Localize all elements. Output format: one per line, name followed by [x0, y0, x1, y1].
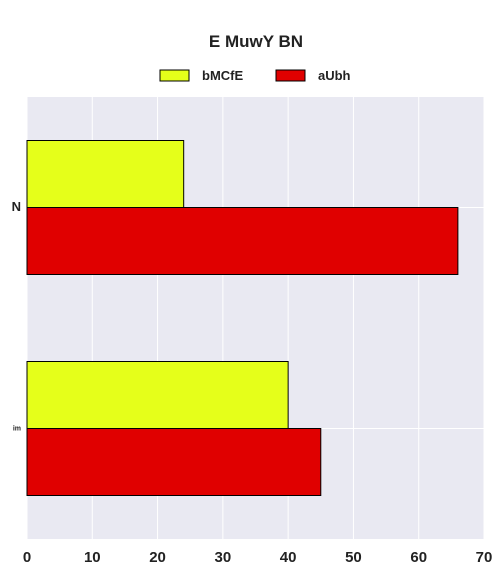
x-tick-label: 50	[345, 549, 362, 566]
x-tick-label: 60	[410, 549, 427, 566]
x-tick-label: 0	[23, 549, 31, 566]
legend-label-aubh: aUbh	[318, 68, 351, 83]
x-tick-label: 70	[476, 549, 493, 566]
bar-aubh-im	[26, 428, 322, 496]
y-axis-ticks: Nim	[12, 199, 21, 432]
x-tick-label: 30	[215, 549, 232, 566]
chart-title: E MuwY BN	[209, 32, 303, 51]
bar-bmcfe-n	[26, 140, 185, 208]
x-tick-label: 20	[149, 549, 166, 566]
bars	[26, 140, 459, 496]
bar-bmcfe-im	[26, 361, 289, 429]
legend-label-bmcfe: bMCfE	[202, 68, 243, 83]
legend: bMCfE aUbh	[159, 68, 351, 83]
x-tick-label: 40	[280, 549, 297, 566]
legend-swatch-bmcfe	[159, 69, 190, 82]
legend-swatch-aubh	[275, 69, 306, 82]
bar-aubh-n	[26, 207, 459, 275]
y-tick-label: im	[13, 425, 21, 432]
x-tick-label: 10	[84, 549, 101, 566]
y-tick-label: N	[12, 199, 21, 214]
x-axis-ticks: 0 10 20 30 40 50 60 70	[23, 549, 493, 566]
